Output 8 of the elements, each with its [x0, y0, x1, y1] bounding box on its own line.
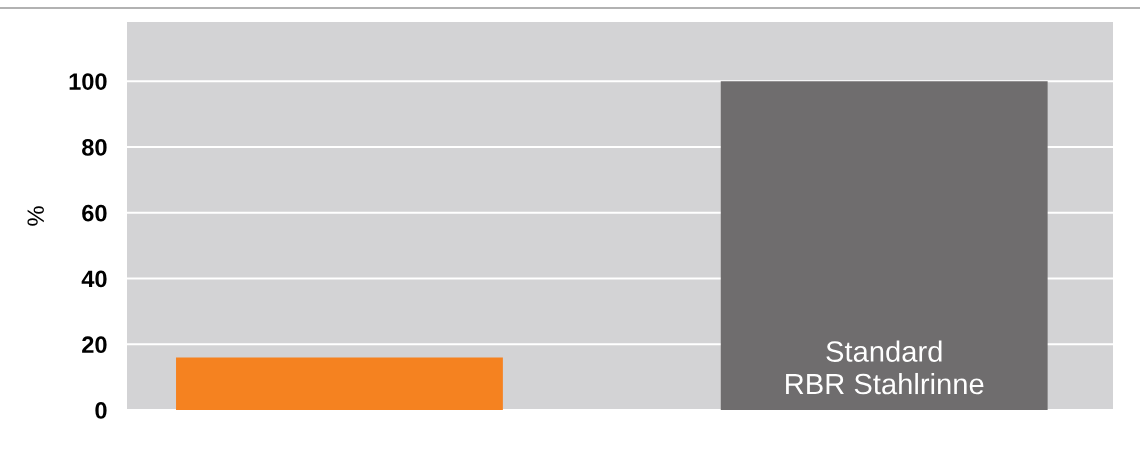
x-tick-label: Standard RBR Stahlrinne	[786, 340, 984, 395]
y-tick-label: 100	[69, 73, 107, 90]
y-tick-label: 40	[81, 270, 107, 288]
y-tick-label: 60	[82, 204, 107, 222]
y-tick-label: 80	[82, 139, 107, 156]
y-axis-title: %	[27, 206, 44, 226]
y-tick-label: 20	[82, 336, 107, 354]
y-tick-label: 0	[95, 402, 107, 419]
